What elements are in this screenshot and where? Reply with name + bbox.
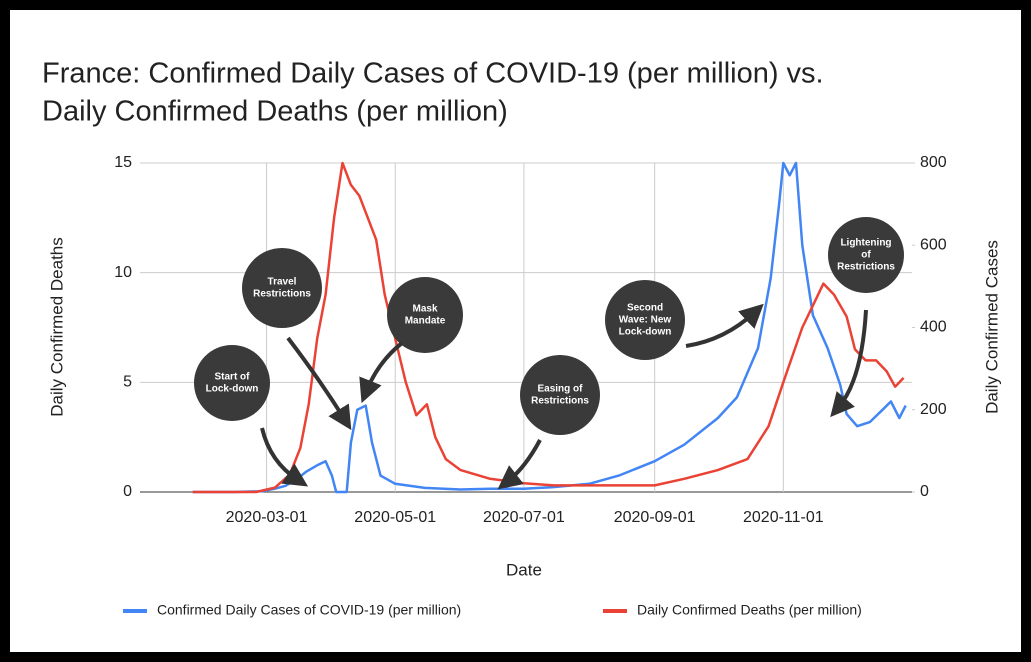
annotation-arrow (359, 341, 404, 404)
y2-tick-label: 0 (920, 483, 929, 500)
annotation-arrow (286, 336, 352, 431)
annotation-text: Mask (412, 304, 437, 315)
y-axis-label: Daily Confirmed Deaths (47, 237, 66, 417)
annotation-bubble (387, 277, 463, 353)
annotation-text: Easing of (537, 384, 583, 395)
y-tick-label: 0 (123, 483, 132, 500)
annotation-text: Restrictions (837, 262, 895, 273)
y2-tick-label: 200 (920, 401, 947, 418)
annotation-text: of (861, 250, 871, 261)
chart-title: France: Confirmed Daily Cases of COVID-1… (42, 58, 824, 90)
legend-label: Daily Confirmed Deaths (per million) (637, 602, 862, 618)
annotation-arrow (497, 439, 542, 490)
x-tick-label: 2020-09-01 (614, 509, 696, 526)
annotation-text: Second (627, 303, 663, 314)
annotation-text: Start of (215, 372, 251, 383)
annotation-arrow (260, 427, 309, 487)
annotation-text: Lock-down (206, 384, 259, 395)
annotation-bubble (194, 345, 270, 421)
annotation-bubble (242, 248, 322, 328)
chart-title: Daily Confirmed Deaths (per million) (42, 96, 508, 128)
y2-tick-label: 800 (920, 154, 947, 171)
annotation-text: Restrictions (531, 396, 589, 407)
annotation-text: Lock-down (619, 327, 672, 338)
data-line (192, 161, 905, 494)
y-tick-label: 5 (123, 374, 132, 391)
annotation-arrow (830, 309, 868, 418)
y2-axis-label: Daily Confirmed Cases (982, 240, 1001, 414)
x-tick-label: 2020-03-01 (226, 509, 308, 526)
x-tick-label: 2020-05-01 (354, 509, 436, 526)
annotation-text: Restrictions (253, 289, 311, 300)
x-tick-label: 2020-07-01 (483, 509, 565, 526)
annotation-bubble (605, 280, 685, 360)
x-tick-label: 2020-11-01 (743, 509, 824, 526)
y2-tick-label: 400 (920, 319, 947, 336)
annotation-text: Lightening (840, 238, 891, 249)
y-tick-label: 15 (114, 154, 132, 171)
x-axis-label: Date (506, 560, 542, 579)
y2-tick-label: 600 (920, 236, 947, 253)
annotation-text: Mandate (405, 316, 446, 327)
annotation-bubble (828, 217, 904, 293)
y-tick-label: 10 (114, 264, 132, 281)
legend-label: Confirmed Daily Cases of COVID-19 (per m… (157, 602, 461, 618)
annotation-arrow (685, 303, 764, 348)
annotation-text: Travel (268, 277, 297, 288)
annotation-bubble (520, 355, 600, 435)
annotation-text: Wave: New (619, 315, 672, 326)
